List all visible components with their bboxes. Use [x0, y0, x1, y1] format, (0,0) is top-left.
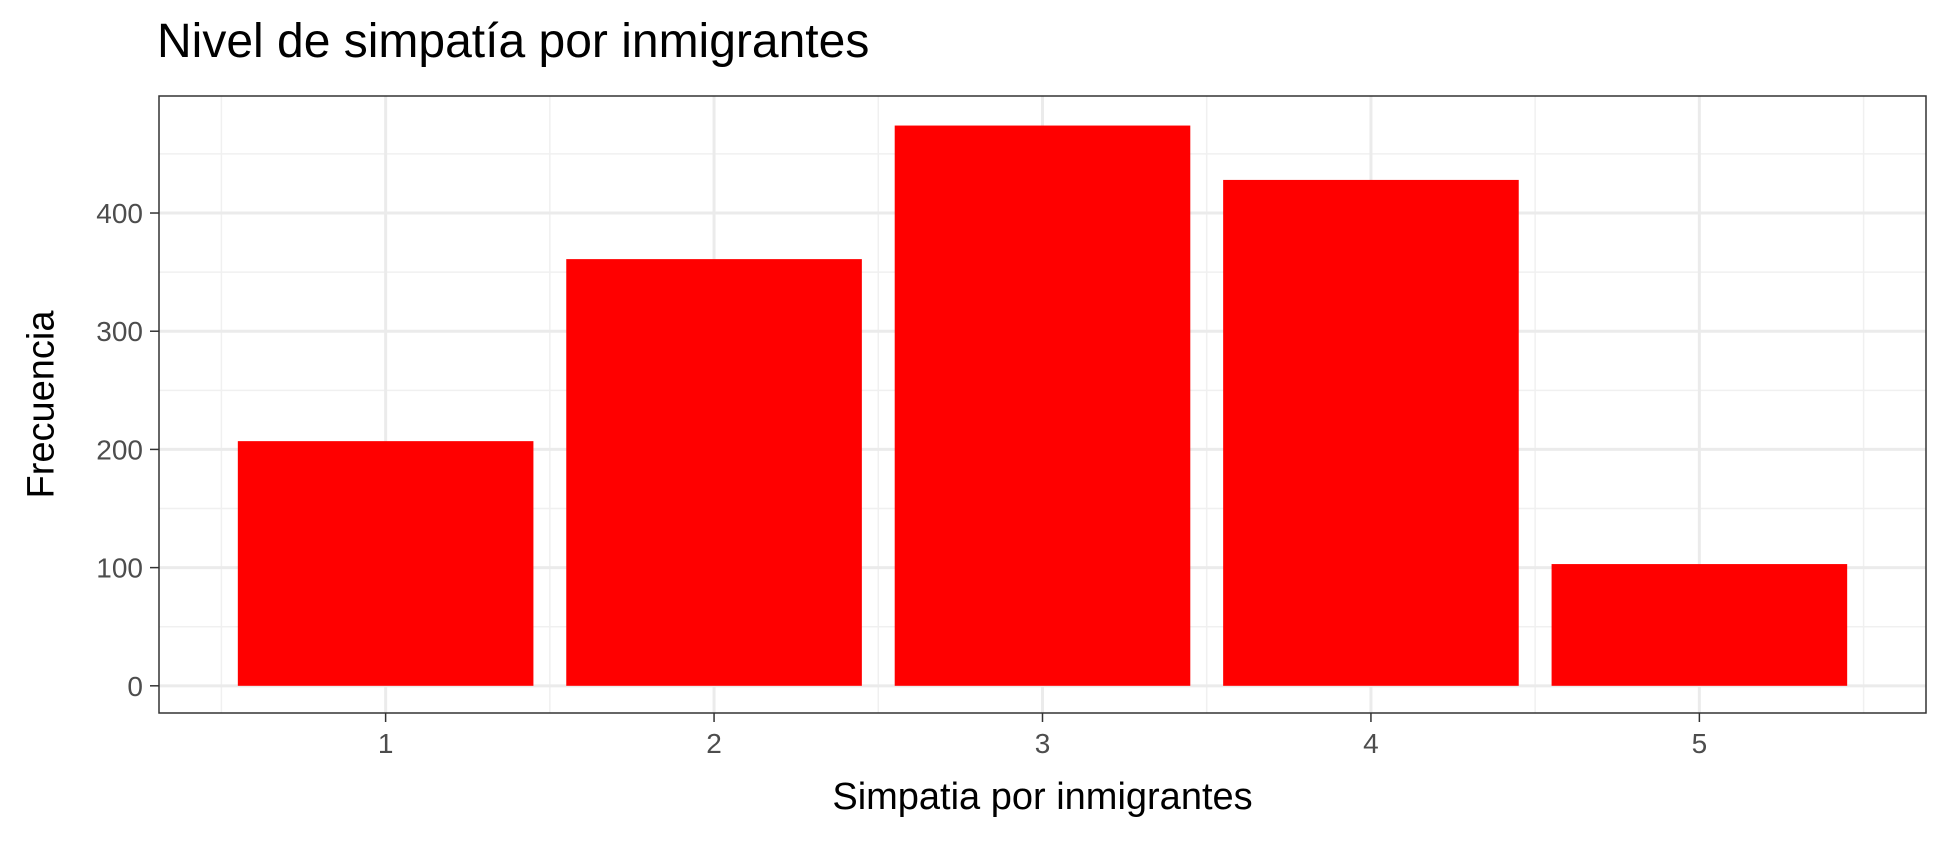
x-tick-label: 5: [1692, 728, 1708, 759]
bar-1: [237, 441, 534, 686]
x-tick-label: 4: [1363, 728, 1379, 759]
bar-2: [566, 259, 862, 686]
bars: [237, 125, 1848, 686]
x-tick-label: 3: [1035, 728, 1051, 759]
x-axis-ticks: 1 2 3 4 5: [378, 713, 1707, 759]
y-tick-label: 200: [96, 434, 143, 465]
y-axis-ticks: 0 100 200 300 400: [96, 198, 159, 702]
bar-5: [1551, 564, 1848, 686]
chart-title: Nivel de simpatía por inmigrantes: [157, 15, 870, 68]
x-axis-title: Simpatia por inmigrantes: [832, 776, 1252, 818]
x-tick-label: 2: [706, 728, 722, 759]
y-tick-label: 100: [96, 553, 143, 584]
bar-4: [1223, 179, 1519, 686]
y-axis-title: Frecuencia: [20, 310, 62, 499]
bar-3: [894, 125, 1191, 686]
y-tick-label: 300: [96, 316, 143, 347]
x-tick-label: 1: [378, 728, 394, 759]
y-tick-label: 400: [96, 198, 143, 229]
y-tick-label: 0: [127, 671, 143, 702]
